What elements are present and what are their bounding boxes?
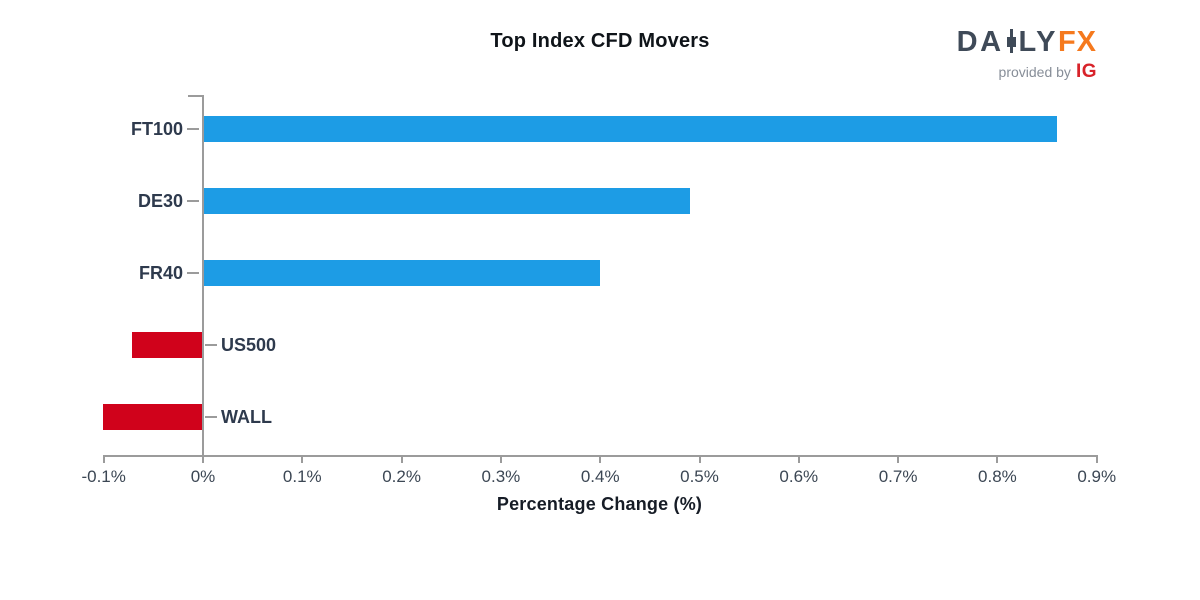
x-tick-mark-9: [996, 455, 999, 463]
bar-us500: [132, 332, 202, 358]
category-tick-fr40: [187, 272, 199, 274]
x-tick-label-6: 0.5%: [680, 467, 719, 486]
category-label-de30: DE30: [137, 191, 183, 211]
x-tick-label-4: 0.3%: [481, 467, 521, 486]
logo-text-da: DA: [956, 26, 1004, 58]
bar-fr40: [203, 260, 601, 286]
x-tick-mark-5: [599, 455, 602, 463]
category-tick-wall: [205, 416, 217, 418]
logo-text-ly: LY: [1018, 26, 1058, 58]
x-tick-label-1: 0%: [190, 467, 216, 486]
category-tick-ft100: [187, 128, 199, 130]
category-label-wall: WALL: [221, 407, 272, 427]
category-label-fr40: FR40: [138, 263, 183, 283]
bar-ft100: [203, 116, 1057, 142]
x-tick-mark-0: [102, 455, 105, 463]
provided-by-text: provided by: [998, 64, 1071, 80]
x-tick-mark-8: [897, 455, 900, 463]
zero-baseline: [202, 95, 204, 463]
x-tick-mark-4: [499, 455, 502, 463]
x-tick-mark-2: [301, 455, 304, 463]
ig-logo: IG: [1075, 61, 1097, 82]
bar-wall: [102, 404, 202, 430]
category-tick-us500: [205, 344, 217, 346]
logo-tagline: provided by IG: [957, 61, 1097, 83]
x-tick-label-8: 0.7%: [878, 467, 918, 486]
category-label-ft100: FT100: [130, 119, 183, 139]
x-tick-label-7: 0.6%: [779, 467, 819, 486]
x-tick-label-5: 0.4%: [580, 467, 620, 486]
category-tick-de30: [187, 200, 199, 202]
x-tick-label-0: -0.1%: [81, 467, 126, 486]
chart-title: Top Index CFD Movers: [490, 30, 710, 52]
x-tick-label-2: 0.1%: [282, 467, 322, 486]
dailyfx-logo: DA LYFX provided by IG: [957, 28, 1097, 83]
logo-text-fx: FX: [1057, 26, 1097, 58]
dailyfx-wordmark: DA LYFX: [956, 26, 1097, 58]
x-tick-mark-7: [797, 455, 800, 463]
zero-baseline-top-cap: [188, 95, 202, 97]
x-tick-mark-3: [400, 455, 403, 463]
category-label-us500: US500: [221, 335, 277, 355]
bar-de30: [203, 188, 690, 214]
x-tick-mark-10: [1095, 455, 1098, 463]
x-axis-title: Percentage Change (%): [496, 494, 703, 514]
x-tick-label-9: 0.8%: [978, 467, 1017, 486]
x-tick-label-10: 0.9%: [1077, 467, 1117, 486]
x-tick-mark-1: [202, 455, 204, 463]
candlestick-icon: [1006, 29, 1016, 53]
x-tick-label-3: 0.2%: [382, 467, 421, 486]
x-tick-mark-6: [698, 455, 701, 463]
